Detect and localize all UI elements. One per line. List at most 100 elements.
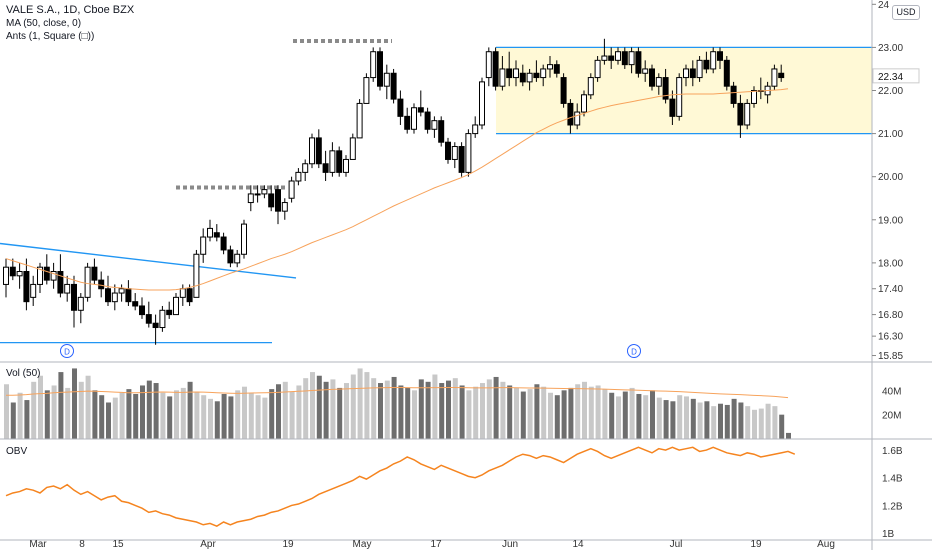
candle-body bbox=[111, 292, 118, 303]
volume-bar bbox=[405, 387, 411, 439]
price-tick-label: 20.00 bbox=[878, 172, 903, 183]
candle-body bbox=[220, 236, 227, 251]
volume-bar bbox=[65, 387, 71, 439]
volume-bar bbox=[262, 397, 268, 439]
volume-bar bbox=[738, 402, 744, 439]
time-tick-label: Apr bbox=[200, 539, 216, 550]
candle-body bbox=[356, 102, 363, 139]
candle-body bbox=[71, 283, 77, 311]
dividend-marker bbox=[60, 344, 74, 358]
candle-body bbox=[288, 180, 295, 199]
candle-body bbox=[472, 124, 479, 135]
volume-bar bbox=[85, 375, 91, 439]
candle-body bbox=[751, 90, 757, 104]
volume-bar bbox=[58, 372, 64, 439]
candle-body bbox=[431, 120, 438, 130]
candle-body bbox=[417, 107, 424, 113]
candle-body bbox=[696, 59, 703, 79]
candle-body bbox=[683, 68, 689, 79]
volume-bar bbox=[167, 396, 173, 439]
volume-bar bbox=[24, 400, 30, 439]
volume-bar bbox=[221, 393, 227, 439]
currency-button[interactable]: USD bbox=[892, 5, 920, 20]
volume-bar bbox=[439, 383, 445, 439]
volume-bar bbox=[330, 379, 336, 439]
candle-body bbox=[771, 68, 778, 87]
volume-bar bbox=[235, 390, 241, 439]
volume-bar bbox=[126, 389, 132, 439]
candle-body bbox=[343, 158, 349, 173]
candle-body bbox=[730, 85, 737, 104]
candle-body bbox=[547, 64, 553, 70]
volume-bar bbox=[140, 385, 145, 439]
candle-body bbox=[717, 51, 723, 61]
ma-line bbox=[5, 88, 789, 291]
candle-body bbox=[57, 271, 64, 294]
volume-bar bbox=[650, 390, 655, 439]
price-tick-label: 18.00 bbox=[878, 258, 903, 269]
candle-body bbox=[451, 146, 458, 160]
candle-body bbox=[173, 296, 179, 316]
candle-body bbox=[594, 59, 601, 79]
price-tick-label: 16.30 bbox=[878, 332, 903, 343]
candle-body bbox=[567, 102, 574, 126]
volume-bar bbox=[636, 393, 642, 439]
candles bbox=[3, 38, 785, 345]
volume-bar bbox=[418, 379, 424, 439]
symbol-legend: VALE S.A., 1D, Cboe BZX bbox=[6, 4, 134, 16]
volume-bar bbox=[670, 401, 676, 439]
volume-bar bbox=[500, 381, 506, 439]
volume-pane bbox=[4, 368, 791, 439]
candle-body bbox=[676, 77, 683, 117]
candle-body bbox=[234, 253, 241, 264]
volume-bar bbox=[99, 395, 105, 439]
descending-trendline bbox=[0, 242, 297, 279]
candle-body bbox=[377, 51, 383, 87]
candle-body bbox=[30, 283, 37, 298]
price-tick-label: 23.00 bbox=[878, 43, 903, 54]
volume-bar bbox=[371, 378, 377, 439]
candle-body bbox=[50, 271, 57, 281]
candle-body bbox=[125, 288, 132, 303]
obv-legend-label: OBV bbox=[6, 446, 28, 457]
volume-bar bbox=[752, 409, 757, 439]
candle-body bbox=[336, 150, 343, 173]
price-tick-label: 16.80 bbox=[878, 310, 903, 321]
volume-bar bbox=[357, 368, 363, 439]
candle-body bbox=[608, 55, 615, 61]
volume-bar bbox=[643, 395, 649, 439]
candle-body bbox=[513, 68, 519, 79]
candle-body bbox=[132, 301, 139, 307]
candle-body bbox=[628, 51, 635, 66]
volume-bar bbox=[575, 384, 581, 439]
volume-bar bbox=[486, 379, 492, 439]
candle-body bbox=[689, 68, 696, 79]
time-tick-label: 19 bbox=[282, 539, 294, 550]
volume-bar bbox=[466, 390, 472, 439]
candle-body bbox=[118, 288, 125, 294]
candle-body bbox=[424, 111, 431, 130]
volume-bar bbox=[493, 376, 499, 439]
volume-bar bbox=[629, 387, 635, 439]
volume-bar bbox=[656, 397, 662, 439]
ants-legend-label: Ants (1, Square (□)) bbox=[6, 31, 95, 42]
candle-body bbox=[9, 266, 16, 277]
candle-body bbox=[655, 77, 662, 87]
volume-bar bbox=[174, 390, 179, 439]
candle-body bbox=[329, 150, 336, 173]
candle-body bbox=[37, 266, 43, 285]
last-price-label: 22.34 bbox=[878, 72, 903, 83]
candle-body bbox=[533, 72, 540, 79]
time-tick-label: Mar bbox=[29, 539, 47, 550]
volume-bar bbox=[187, 381, 193, 439]
volume-bar bbox=[582, 381, 587, 439]
volume-bar bbox=[622, 391, 628, 439]
volume-bar bbox=[276, 384, 281, 439]
candle-body bbox=[411, 107, 417, 130]
candle-body bbox=[281, 202, 288, 212]
candle-body bbox=[139, 305, 145, 316]
candle-body bbox=[669, 98, 676, 117]
candle-body bbox=[383, 72, 390, 87]
